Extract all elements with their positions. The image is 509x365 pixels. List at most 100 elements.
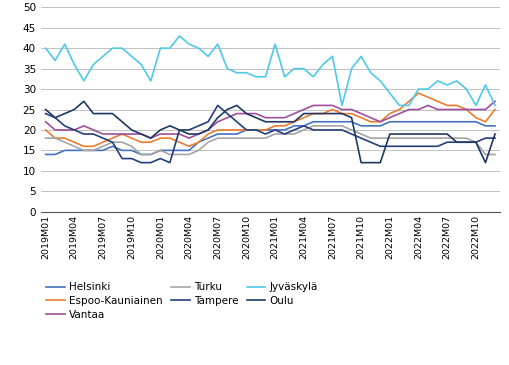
Espoo-Kauniainen bbox=[309, 111, 316, 116]
Vantaa bbox=[291, 111, 297, 116]
Tampere bbox=[80, 132, 87, 136]
Helsinki bbox=[281, 128, 287, 132]
Tampere bbox=[262, 132, 268, 136]
Vantaa bbox=[309, 103, 316, 108]
Oulu bbox=[482, 161, 488, 165]
Helsinki bbox=[233, 132, 239, 136]
Espoo-Kauniainen bbox=[453, 103, 459, 108]
Vantaa bbox=[233, 111, 239, 116]
Helsinki bbox=[42, 152, 48, 157]
Oulu bbox=[233, 103, 239, 108]
Jyväskylä bbox=[300, 66, 306, 71]
Espoo-Kauniainen bbox=[415, 91, 421, 95]
Vantaa bbox=[462, 107, 468, 112]
Vantaa bbox=[176, 132, 182, 136]
Vantaa bbox=[453, 107, 459, 112]
Helsinki bbox=[367, 124, 373, 128]
Jyväskylä bbox=[186, 42, 192, 46]
Helsinki bbox=[291, 124, 297, 128]
Oulu bbox=[472, 140, 478, 145]
Jyväskylä bbox=[472, 103, 478, 108]
Tampere bbox=[128, 156, 134, 161]
Tampere bbox=[309, 128, 316, 132]
Tampere bbox=[176, 128, 182, 132]
Espoo-Kauniainen bbox=[281, 124, 287, 128]
Oulu bbox=[357, 161, 363, 165]
Helsinki bbox=[462, 120, 468, 124]
Turku bbox=[367, 136, 373, 140]
Tampere bbox=[367, 140, 373, 145]
Jyväskylä bbox=[90, 62, 96, 67]
Helsinki bbox=[424, 120, 430, 124]
Vantaa bbox=[472, 107, 478, 112]
Tampere bbox=[405, 144, 411, 149]
Line: Vantaa: Vantaa bbox=[45, 101, 494, 138]
Espoo-Kauniainen bbox=[128, 136, 134, 140]
Turku bbox=[472, 140, 478, 145]
Vantaa bbox=[195, 132, 201, 136]
Vantaa bbox=[62, 128, 68, 132]
Jyväskylä bbox=[415, 87, 421, 91]
Vantaa bbox=[319, 103, 325, 108]
Oulu bbox=[491, 132, 497, 136]
Espoo-Kauniainen bbox=[491, 107, 497, 112]
Helsinki bbox=[415, 120, 421, 124]
Line: Tampere: Tampere bbox=[45, 105, 494, 163]
Espoo-Kauniainen bbox=[357, 115, 363, 120]
Vantaa bbox=[148, 136, 154, 140]
Vantaa bbox=[138, 132, 144, 136]
Turku bbox=[262, 136, 268, 140]
Turku bbox=[281, 132, 287, 136]
Oulu bbox=[453, 140, 459, 145]
Tampere bbox=[291, 128, 297, 132]
Vantaa bbox=[90, 128, 96, 132]
Helsinki bbox=[166, 148, 173, 153]
Tampere bbox=[338, 128, 345, 132]
Vantaa bbox=[71, 128, 77, 132]
Oulu bbox=[42, 107, 48, 112]
Jyväskylä bbox=[252, 74, 259, 79]
Turku bbox=[453, 136, 459, 140]
Turku bbox=[233, 136, 239, 140]
Tampere bbox=[386, 144, 392, 149]
Tampere bbox=[329, 128, 335, 132]
Espoo-Kauniainen bbox=[42, 128, 48, 132]
Tampere bbox=[377, 144, 383, 149]
Oulu bbox=[291, 120, 297, 124]
Oulu bbox=[166, 124, 173, 128]
Legend: Helsinki, Espoo-Kauniainen, Vantaa, Turku, Tampere, Jyväskylä, Oulu: Helsinki, Espoo-Kauniainen, Vantaa, Turk… bbox=[46, 282, 317, 320]
Jyväskylä bbox=[138, 62, 144, 67]
Jyväskylä bbox=[281, 74, 287, 79]
Helsinki bbox=[243, 128, 249, 132]
Oulu bbox=[90, 111, 96, 116]
Tampere bbox=[395, 144, 402, 149]
Oulu bbox=[281, 120, 287, 124]
Oulu bbox=[214, 115, 220, 120]
Espoo-Kauniainen bbox=[405, 99, 411, 104]
Espoo-Kauniainen bbox=[300, 115, 306, 120]
Jyväskylä bbox=[205, 54, 211, 58]
Oulu bbox=[119, 120, 125, 124]
Vantaa bbox=[252, 111, 259, 116]
Vantaa bbox=[271, 115, 277, 120]
Tampere bbox=[348, 132, 354, 136]
Espoo-Kauniainen bbox=[176, 140, 182, 145]
Espoo-Kauniainen bbox=[482, 120, 488, 124]
Espoo-Kauniainen bbox=[52, 136, 58, 140]
Oulu bbox=[62, 111, 68, 116]
Oulu bbox=[329, 111, 335, 116]
Espoo-Kauniainen bbox=[186, 144, 192, 149]
Tampere bbox=[148, 161, 154, 165]
Turku bbox=[434, 136, 440, 140]
Vantaa bbox=[80, 124, 87, 128]
Oulu bbox=[195, 132, 201, 136]
Jyväskylä bbox=[395, 103, 402, 108]
Jyväskylä bbox=[462, 87, 468, 91]
Espoo-Kauniainen bbox=[148, 140, 154, 145]
Oulu bbox=[148, 136, 154, 140]
Espoo-Kauniainen bbox=[205, 132, 211, 136]
Turku bbox=[424, 136, 430, 140]
Helsinki bbox=[453, 120, 459, 124]
Jyväskylä bbox=[405, 103, 411, 108]
Line: Espoo-Kauniainen: Espoo-Kauniainen bbox=[45, 93, 494, 146]
